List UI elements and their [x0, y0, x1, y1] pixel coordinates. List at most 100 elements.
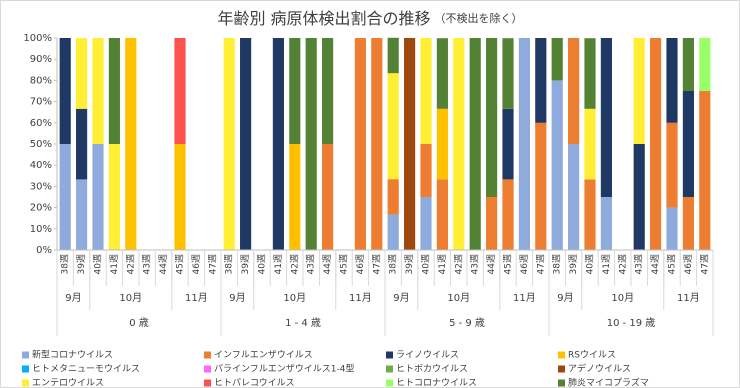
legend-label: ヒトメタニューモウイルス	[32, 364, 140, 375]
bar-segment	[699, 91, 711, 250]
y-tick-label: 80%	[30, 75, 52, 86]
bar-segment	[125, 38, 137, 250]
bar-segment	[600, 197, 612, 250]
legend-label: ヒトコロナウイルス	[396, 378, 477, 388]
x-tick-label: 47週	[371, 254, 382, 274]
y-tick-label: 0%	[36, 245, 52, 256]
y-tick-label: 40%	[30, 160, 52, 171]
bar-segment	[289, 38, 301, 144]
bar-segment	[354, 38, 366, 250]
bar-segment	[223, 38, 235, 250]
x-tick-label: 41週	[601, 254, 612, 274]
x-tick-label: 38週	[60, 254, 71, 274]
month-label: 9月	[229, 292, 245, 304]
bar-segment	[551, 80, 563, 251]
bar-segment	[59, 144, 71, 250]
x-tick-label: 46週	[191, 254, 202, 274]
x-tick-label: 44週	[322, 254, 333, 274]
group-label: 5 - 9 歳	[449, 317, 485, 329]
x-tick-label: 44週	[486, 254, 497, 274]
x-tick-label: 39週	[240, 254, 251, 274]
bar-segment	[518, 38, 530, 250]
bar-segment	[59, 38, 71, 144]
month-label: 10月	[119, 292, 142, 304]
legend-label: ヒトボカウイルス	[396, 364, 468, 375]
bar-segment	[650, 38, 662, 250]
x-tick-label: 42週	[289, 254, 300, 274]
legend-swatch	[204, 365, 211, 373]
bar-segment	[486, 38, 498, 197]
x-tick-label: 43週	[634, 254, 645, 274]
legend-swatch	[204, 351, 211, 359]
bar-segment	[666, 122, 678, 208]
bar-segment	[568, 144, 580, 250]
month-label: 10月	[447, 292, 470, 304]
x-tick-label: 41週	[273, 254, 284, 274]
bar-segment	[584, 179, 596, 250]
bar-segment	[453, 38, 465, 250]
bar-segment	[682, 38, 694, 91]
bar-segment	[289, 144, 301, 250]
legend-swatch	[22, 351, 29, 359]
title-text: 年齢別 病原体検出割合の推移	[217, 9, 430, 28]
bar-segment	[568, 38, 580, 144]
group-label: 1 - 4 歳	[285, 317, 321, 329]
bar-segment	[682, 197, 694, 250]
bar-segment	[502, 108, 514, 180]
bar-segment	[420, 144, 432, 197]
x-tick-label: 40週	[93, 254, 104, 274]
x-tick-label: 39週	[404, 254, 415, 274]
legend-label: RSウイルス	[568, 350, 616, 361]
x-tick-label: 41週	[437, 254, 448, 274]
legend-swatch	[204, 379, 211, 387]
bar-segment	[666, 38, 678, 123]
x-tick-label: 44週	[158, 254, 169, 274]
legend-label: ライノウイルス	[396, 350, 459, 361]
bar-segment	[420, 38, 432, 144]
bar-segment	[502, 179, 514, 250]
month-label: 11月	[185, 292, 208, 304]
bar-segment	[551, 38, 563, 81]
month-label: 9月	[65, 292, 81, 304]
y-tick-label: 10%	[30, 224, 52, 235]
x-tick-label: 38週	[388, 254, 399, 274]
group-label: 0 歳	[129, 317, 149, 329]
x-tick-label: 42週	[617, 254, 628, 274]
x-tick-label: 47週	[207, 254, 218, 274]
month-label: 11月	[349, 292, 372, 304]
bar-segment	[633, 38, 645, 144]
month-label: 11月	[677, 292, 700, 304]
bar-segment	[76, 38, 88, 109]
bar-segment	[420, 197, 432, 250]
x-tick-label: 43週	[306, 254, 317, 274]
x-tick-label: 38週	[552, 254, 563, 274]
bar-segment	[108, 38, 120, 144]
y-tick-label: 30%	[30, 181, 52, 192]
x-tick-label: 45週	[175, 254, 186, 274]
bar-segment	[387, 37, 399, 74]
x-tick-label: 40週	[585, 254, 596, 274]
bar-segment	[600, 38, 612, 197]
x-tick-label: 43週	[470, 254, 481, 274]
bar-segment	[682, 91, 694, 197]
bar-segment	[486, 197, 498, 250]
y-tick-label: 60%	[30, 118, 52, 129]
y-tick-label: 90%	[30, 54, 52, 65]
x-tick-label: 40週	[257, 254, 268, 274]
x-tick-label: 45週	[667, 254, 678, 274]
bar-segment	[240, 38, 252, 250]
bar-segment	[666, 207, 678, 250]
bar-segment	[322, 38, 334, 144]
x-tick-label: 45週	[503, 254, 514, 274]
bar-segment	[108, 144, 120, 250]
legend-label: アデノウイルス	[568, 363, 631, 375]
bar-segment	[584, 108, 596, 180]
legend-swatch	[22, 365, 29, 373]
legend-swatch	[386, 365, 393, 373]
legend-swatch	[386, 379, 393, 387]
bar-segment	[76, 108, 88, 180]
x-tick-label: 38週	[224, 254, 235, 274]
x-tick-label: 46週	[683, 254, 694, 274]
x-tick-label: 42週	[453, 254, 464, 274]
